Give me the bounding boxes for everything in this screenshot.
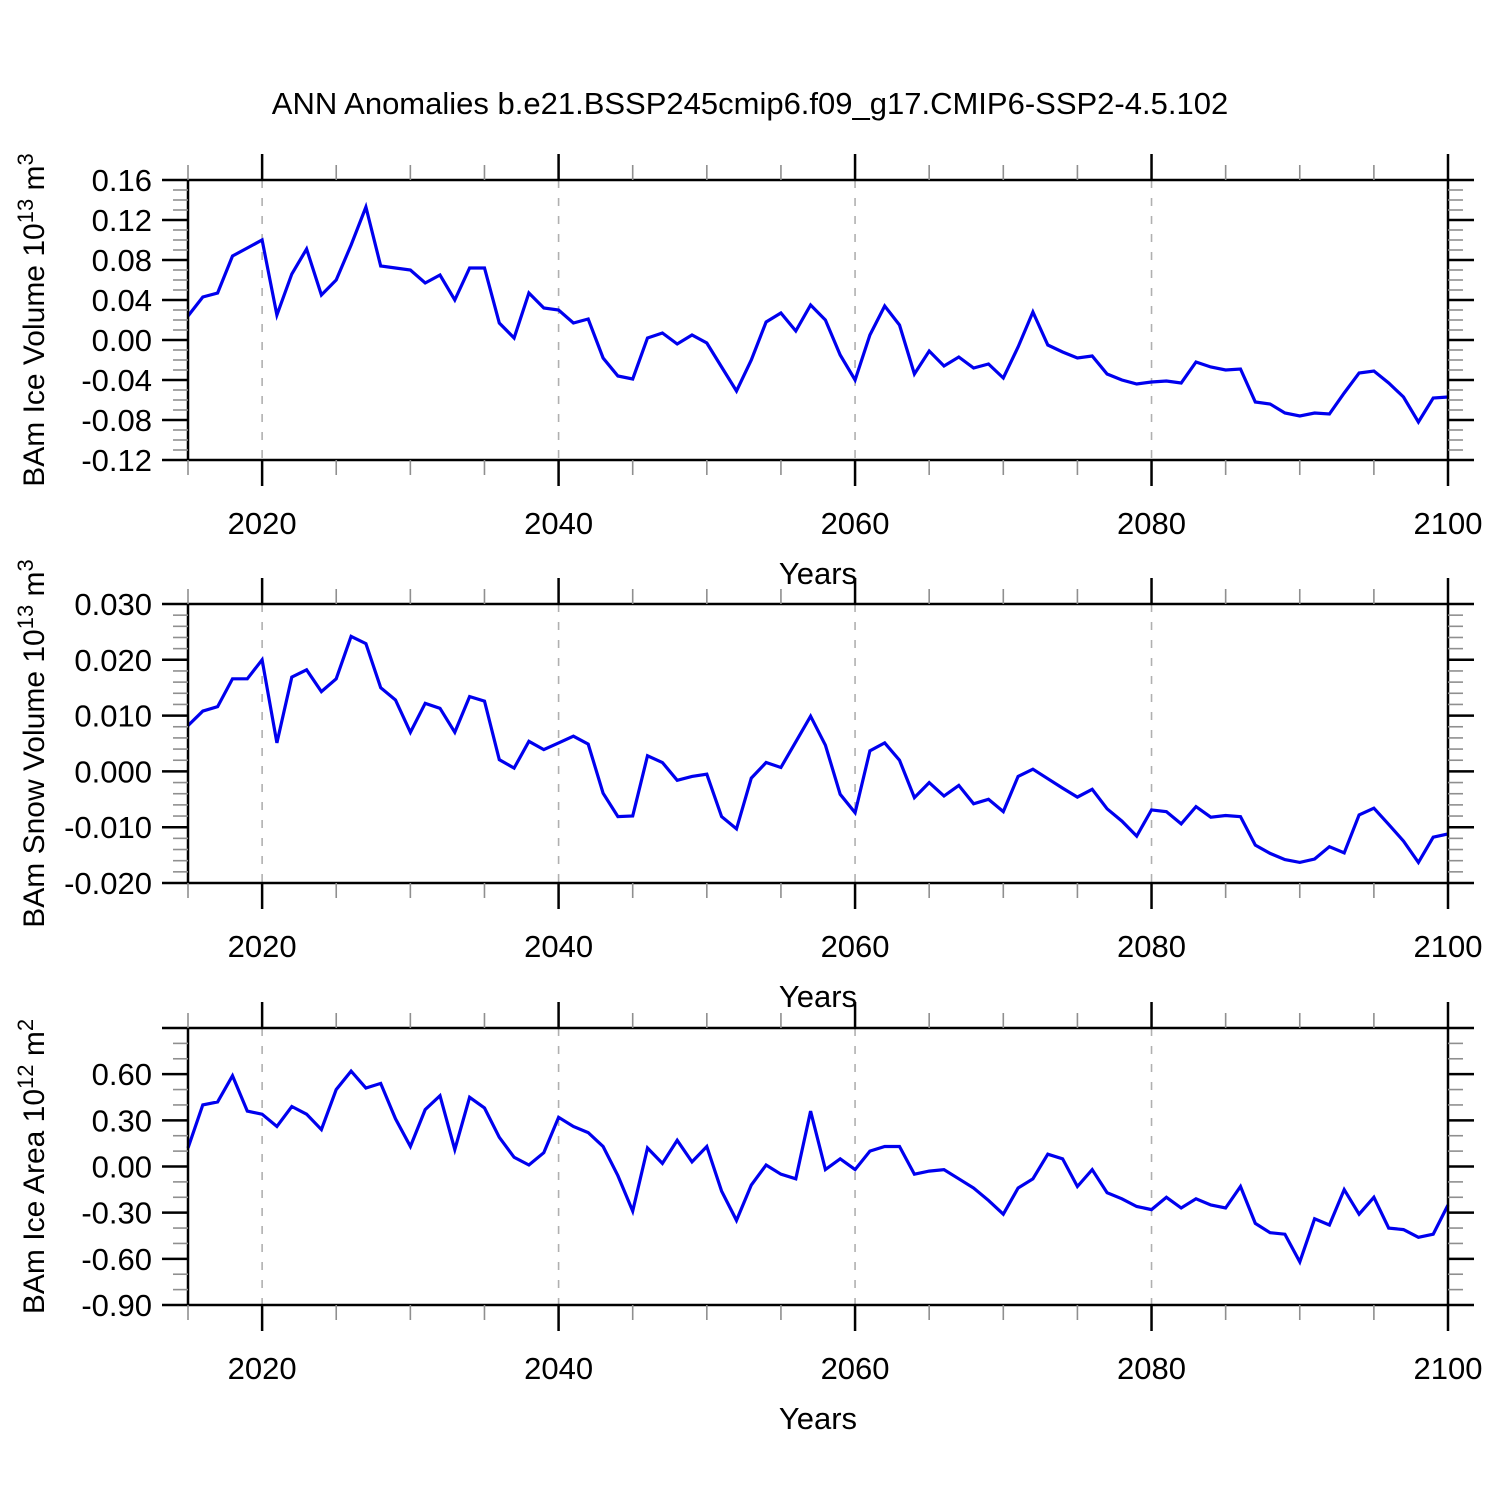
x-tick-label: 2080 [1117,506,1186,541]
x-tick-label: 2040 [524,1351,593,1386]
x-axis-title: Years [779,979,857,1014]
y-tick-label: -0.60 [81,1242,152,1277]
panel-bam-snow-volume: 0.030 0.020 0.010 0.000 -0.010 -0.020 2020 2040… [13,559,1482,1014]
y-tick-label: -0.08 [81,403,152,438]
y-axis-title: BAm Ice Area 1012 m2 [13,1019,51,1314]
y-tick-label: 0.30 [92,1103,152,1138]
panel-frame [186,1026,1450,1307]
panel-bam-ice-volume: 0.16 0.12 0.08 0.04 0.00 -0.04 -0.08 -0.12 2020 2… [13,153,1482,591]
x-tick-label: 2080 [1117,929,1186,964]
x-axis-title: Years [779,556,857,591]
data-line-bam-ice-area [186,1068,1450,1266]
y-tick-label: -0.020 [64,866,152,901]
x-tick-label: 2080 [1117,1351,1186,1386]
data-line-bam-snow-volume [186,634,1449,866]
x-tick-label: 2060 [821,506,890,541]
y-tick-label: -0.90 [81,1288,152,1323]
y-tick-label: 0.000 [74,754,152,789]
x-tick-label: 2060 [821,929,890,964]
y-tick-label: -0.010 [64,810,152,845]
y-tick-label: 0.00 [92,323,152,358]
y-tick-label: 0.010 [74,699,152,734]
x-tick-label: 2020 [228,929,297,964]
x-tick-label: 2100 [1414,506,1483,541]
y-tick-label: 0.04 [92,283,152,318]
y-axis-title: BAm Ice Volume 1013 m3 [13,153,51,487]
y-tick-label: -0.30 [81,1196,152,1231]
data-line-bam-ice-volume [186,201,1449,426]
y-tick-label: -0.04 [81,363,152,398]
x-tick-label: 2020 [228,506,297,541]
x-tick-label: 2100 [1414,929,1483,964]
x-tick-label: 2040 [524,929,593,964]
x-tick-label: 2060 [821,1351,890,1386]
y-axis-title: BAm Snow Volume 1013 m3 [13,559,51,928]
x-tick-label: 2040 [524,506,593,541]
panel-frame [186,178,1450,462]
y-tick-label: 0.16 [92,163,152,198]
x-tick-label: 2100 [1414,1351,1483,1386]
y-tick-label: 0.08 [92,243,152,278]
y-tick-label: 0.020 [74,643,152,678]
chart-title: ANN Anomalies b.e21.BSSP245cmip6.f09_g17… [271,86,1229,121]
y-tick-label: 0.60 [92,1057,152,1092]
y-tick-label: 0.00 [92,1150,152,1185]
panel-bam-ice-area: 0.60 0.30 0.00 -0.30 -0.60 -0.90 2020 2040 2060 2… [13,1002,1482,1436]
panel-frame [186,602,1450,885]
x-axis-title: Years [779,1401,857,1436]
x-tick-label: 2020 [228,1351,297,1386]
y-tick-label: 0.030 [74,587,152,622]
y-tick-label: 0.12 [92,203,152,238]
y-tick-label: -0.12 [81,443,152,478]
